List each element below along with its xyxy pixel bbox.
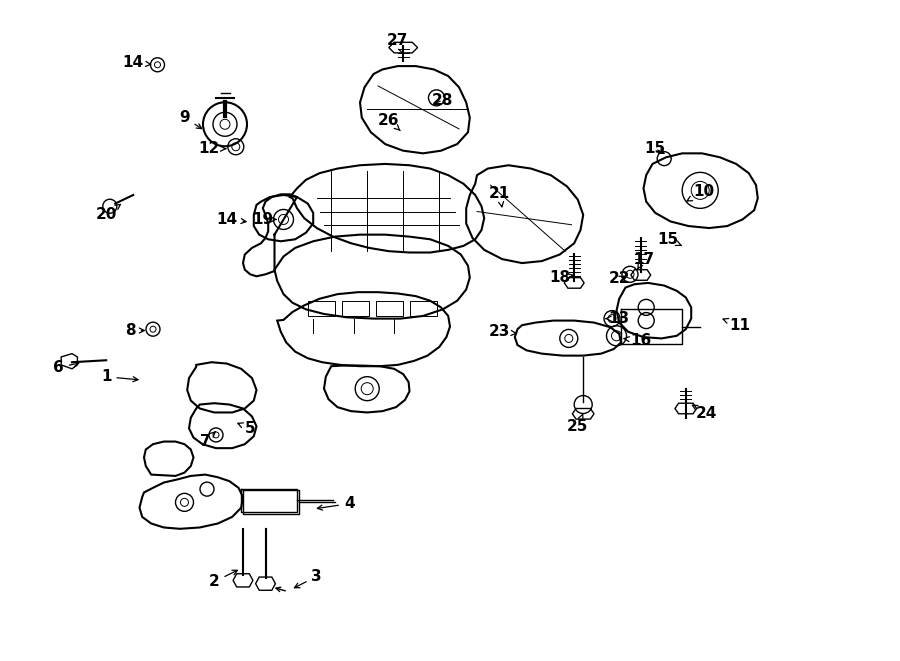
Text: 23: 23 — [489, 325, 517, 339]
Text: 7: 7 — [200, 432, 215, 449]
Text: 14: 14 — [122, 56, 150, 70]
Text: 11: 11 — [723, 318, 751, 332]
Text: 13: 13 — [606, 311, 630, 326]
Text: 10: 10 — [687, 184, 715, 201]
Text: 15: 15 — [644, 141, 666, 156]
Text: 25: 25 — [567, 414, 589, 434]
Text: 14: 14 — [216, 212, 246, 227]
Text: 20: 20 — [95, 204, 121, 222]
Text: 15: 15 — [657, 232, 681, 247]
Text: 2: 2 — [209, 570, 238, 589]
Text: 24: 24 — [692, 405, 717, 420]
Text: 22: 22 — [608, 272, 630, 286]
Text: 26: 26 — [378, 113, 400, 131]
Text: 21: 21 — [489, 186, 510, 207]
Text: 27: 27 — [387, 34, 409, 54]
Text: 3: 3 — [294, 569, 322, 588]
Text: 9: 9 — [179, 110, 202, 129]
Text: 18: 18 — [549, 270, 573, 285]
Text: 19: 19 — [252, 212, 276, 227]
Text: 4: 4 — [318, 496, 355, 511]
Text: 8: 8 — [125, 323, 144, 338]
Text: 28: 28 — [432, 93, 454, 108]
Text: 6: 6 — [53, 360, 78, 375]
Text: 16: 16 — [624, 333, 652, 348]
Text: 12: 12 — [198, 141, 226, 156]
Text: 17: 17 — [633, 252, 654, 270]
Text: 1: 1 — [101, 369, 138, 384]
Text: 5: 5 — [238, 421, 256, 436]
